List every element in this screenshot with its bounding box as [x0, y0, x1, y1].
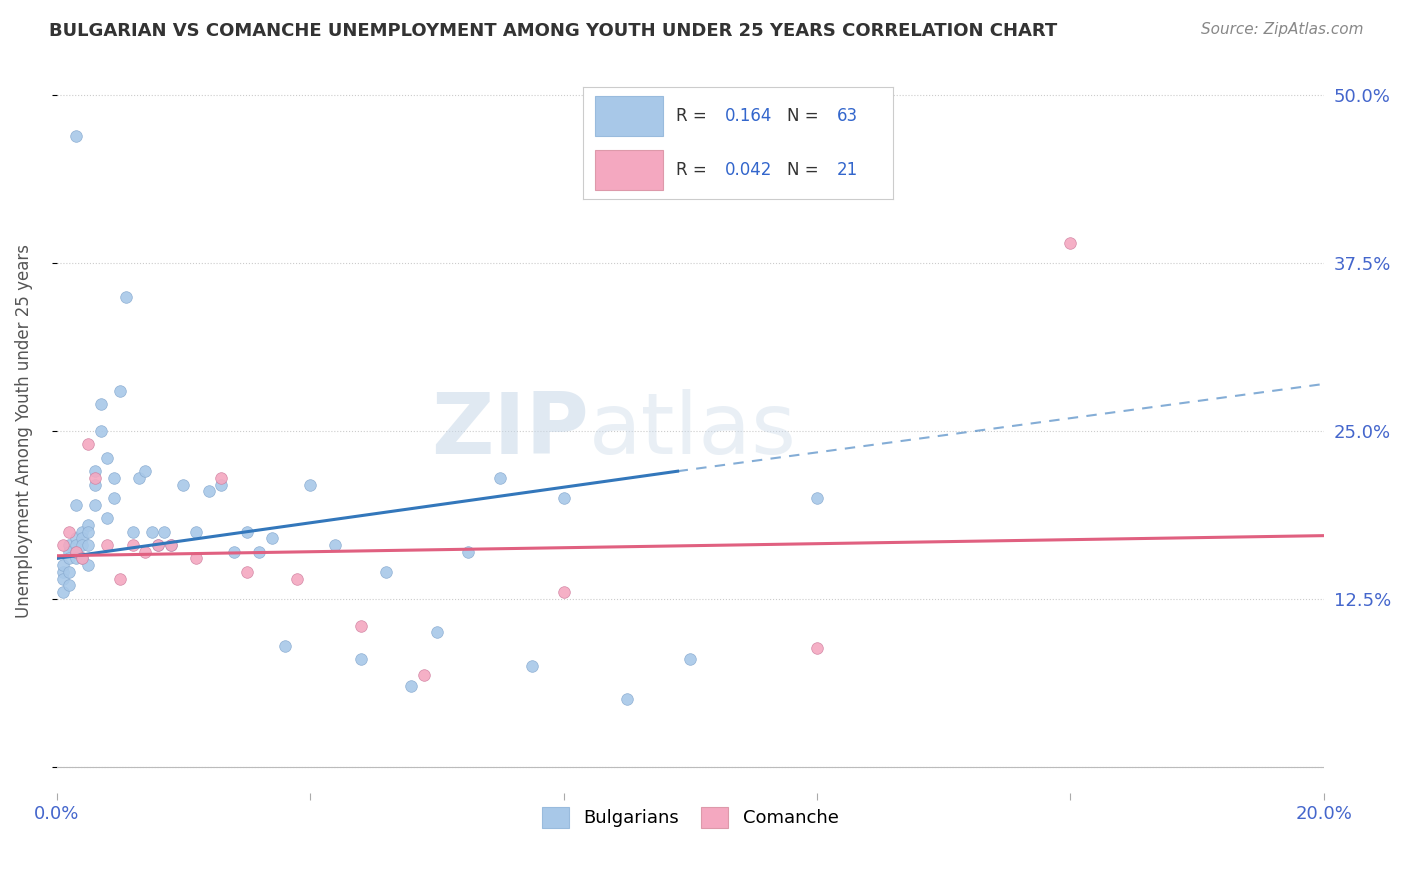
- Point: [108, 572, 131, 586]
- Point: [65, 545, 87, 559]
- Point: [806, 491, 828, 505]
- Point: [287, 572, 309, 586]
- Point: [103, 491, 125, 505]
- Point: [260, 531, 283, 545]
- Point: [413, 668, 436, 682]
- Point: [299, 477, 322, 491]
- Point: [70, 551, 93, 566]
- Point: [58, 578, 80, 592]
- Point: [553, 491, 575, 505]
- Point: [90, 424, 112, 438]
- Point: [426, 625, 449, 640]
- Point: [70, 551, 93, 566]
- Text: Source: ZipAtlas.com: Source: ZipAtlas.com: [1201, 22, 1364, 37]
- Point: [184, 551, 207, 566]
- Point: [159, 538, 181, 552]
- Point: [65, 498, 87, 512]
- Point: [65, 545, 87, 559]
- Point: [52, 538, 75, 552]
- Point: [58, 545, 80, 559]
- Point: [222, 545, 245, 559]
- Point: [134, 545, 156, 559]
- Point: [58, 524, 80, 539]
- Text: ZIP: ZIP: [432, 390, 589, 473]
- Point: [274, 639, 297, 653]
- Text: atlas: atlas: [589, 390, 797, 473]
- Point: [70, 531, 93, 545]
- Point: [65, 531, 87, 545]
- Point: [121, 538, 143, 552]
- Point: [1059, 235, 1081, 250]
- Point: [77, 437, 100, 451]
- Point: [77, 558, 100, 573]
- Point: [58, 565, 80, 579]
- Point: [146, 538, 169, 552]
- Point: [103, 471, 125, 485]
- Point: [679, 652, 702, 666]
- Point: [65, 551, 87, 566]
- Point: [520, 658, 543, 673]
- Point: [52, 572, 75, 586]
- Point: [153, 524, 176, 539]
- Point: [159, 538, 181, 552]
- Point: [235, 565, 257, 579]
- Point: [806, 641, 828, 656]
- Point: [52, 565, 75, 579]
- Point: [108, 384, 131, 398]
- Point: [247, 545, 270, 559]
- Point: [70, 524, 93, 539]
- Point: [209, 477, 232, 491]
- Point: [77, 538, 100, 552]
- Point: [65, 538, 87, 552]
- Point: [83, 477, 105, 491]
- Point: [65, 128, 87, 143]
- Point: [115, 290, 138, 304]
- Point: [489, 471, 512, 485]
- Point: [235, 524, 257, 539]
- Point: [96, 450, 118, 465]
- Point: [77, 517, 100, 532]
- Point: [172, 477, 194, 491]
- Point: [146, 538, 169, 552]
- Point: [52, 558, 75, 573]
- Point: [553, 585, 575, 599]
- Point: [616, 692, 638, 706]
- Point: [70, 538, 93, 552]
- Point: [58, 551, 80, 566]
- Point: [58, 538, 80, 552]
- Point: [350, 618, 373, 632]
- Point: [401, 679, 423, 693]
- Point: [77, 524, 100, 539]
- Point: [197, 484, 219, 499]
- Y-axis label: Unemployment Among Youth under 25 years: Unemployment Among Youth under 25 years: [15, 244, 32, 618]
- Point: [83, 498, 105, 512]
- Point: [128, 471, 150, 485]
- Point: [375, 565, 398, 579]
- Point: [52, 585, 75, 599]
- Point: [83, 464, 105, 478]
- Legend: Bulgarians, Comanche: Bulgarians, Comanche: [534, 800, 845, 835]
- Point: [96, 511, 118, 525]
- Point: [325, 538, 347, 552]
- Text: BULGARIAN VS COMANCHE UNEMPLOYMENT AMONG YOUTH UNDER 25 YEARS CORRELATION CHART: BULGARIAN VS COMANCHE UNEMPLOYMENT AMONG…: [49, 22, 1057, 40]
- Point: [184, 524, 207, 539]
- Point: [90, 397, 112, 411]
- Point: [121, 524, 143, 539]
- Point: [83, 471, 105, 485]
- Point: [96, 538, 118, 552]
- Point: [209, 471, 232, 485]
- Point: [134, 464, 156, 478]
- Point: [141, 524, 163, 539]
- Point: [350, 652, 373, 666]
- Point: [457, 545, 479, 559]
